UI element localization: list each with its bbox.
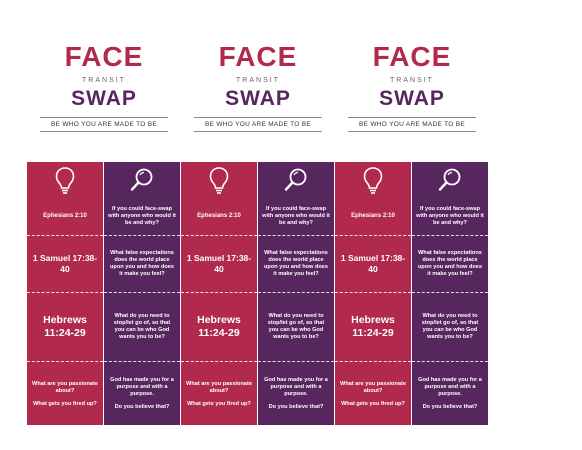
scripture-reference: 1 Samuel 17:38-40	[340, 253, 406, 274]
question: What false expectations does the world p…	[417, 250, 482, 277]
header-block: FACE TRANSIT SWAP BE WHO YOU ARE MADE TO…	[34, 42, 174, 132]
scripture-reference: Ephesians 2:10	[197, 213, 241, 219]
title-swap: SWAP	[225, 87, 291, 110]
question: Do you believe that?	[422, 404, 478, 410]
title-face: FACE	[64, 41, 144, 72]
lightbulb-icon	[181, 162, 257, 198]
lightbulb-icon	[335, 162, 411, 198]
scripture-reference: 1 Samuel 17:38-40	[186, 253, 252, 274]
header-block: FACE TRANSIT SWAP BE WHO YOU ARE MADE TO…	[342, 42, 482, 132]
question: What gets you fired up?	[341, 400, 405, 407]
title-swap: SWAP	[379, 87, 445, 110]
scripture-reference: Ephesians 2:10	[43, 213, 87, 219]
title-transit: TRANSIT	[390, 77, 434, 84]
header-block: FACE TRANSIT SWAP BE WHO YOU ARE MADE TO…	[188, 42, 328, 132]
question: God has made you for a purpose and with …	[110, 377, 174, 397]
scripture-reference: Hebrews 11:24-29	[43, 314, 87, 339]
tagline: BE WHO YOU ARE MADE TO BE	[194, 117, 322, 132]
scripture-reference: 1 Samuel 17:38-40	[32, 253, 98, 274]
red-card: Ephesians 2:10 1 Samuel 17:38-40 Hebrews…	[181, 162, 257, 425]
question: If you could face-swap with anyone who w…	[108, 205, 176, 226]
question: God has made you for a purpose and with …	[418, 377, 482, 397]
question: What do you need to stop/let go of, so t…	[267, 313, 325, 340]
scripture-reference: Hebrews 11:24-29	[351, 314, 395, 339]
scripture-reference: Hebrews 11:24-29	[197, 314, 241, 339]
lightbulb-icon	[27, 162, 103, 198]
question: What gets you fired up?	[187, 400, 251, 407]
question: What gets you fired up?	[33, 400, 97, 407]
question: If you could face-swap with anyone who w…	[262, 205, 330, 226]
question: What are you passionate about?	[32, 380, 98, 394]
title-transit: TRANSIT	[236, 77, 280, 84]
title-face: FACE	[218, 41, 298, 72]
magnifier-icon	[412, 162, 488, 198]
title-transit: TRANSIT	[82, 77, 126, 84]
question: What do you need to stop/let go of, so t…	[421, 313, 479, 340]
question: God has made you for a purpose and with …	[264, 377, 328, 397]
red-card: Ephesians 2:10 1 Samuel 17:38-40 Hebrews…	[335, 162, 411, 425]
purple-card: If you could face-swap with anyone who w…	[104, 162, 180, 425]
question: What are you passionate about?	[340, 380, 406, 394]
title-swap: SWAP	[71, 87, 137, 110]
red-card: Ephesians 2:10 1 Samuel 17:38-40 Hebrews…	[27, 162, 103, 425]
question: What are you passionate about?	[186, 380, 252, 394]
tagline: BE WHO YOU ARE MADE TO BE	[348, 117, 476, 132]
question: If you could face-swap with anyone who w…	[416, 205, 484, 226]
purple-card: If you could face-swap with anyone who w…	[258, 162, 334, 425]
purple-card: If you could face-swap with anyone who w…	[412, 162, 488, 425]
question: What do you need to stop/let go of, so t…	[113, 313, 171, 340]
scripture-reference: Ephesians 2:10	[351, 213, 395, 219]
magnifier-icon	[104, 162, 180, 198]
question: What false expectations does the world p…	[263, 250, 328, 277]
question: What false expectations does the world p…	[109, 250, 174, 277]
magnifier-icon	[258, 162, 334, 198]
question: Do you believe that?	[114, 404, 170, 410]
tagline: BE WHO YOU ARE MADE TO BE	[40, 117, 168, 132]
question: Do you believe that?	[268, 404, 324, 410]
title-face: FACE	[372, 41, 452, 72]
